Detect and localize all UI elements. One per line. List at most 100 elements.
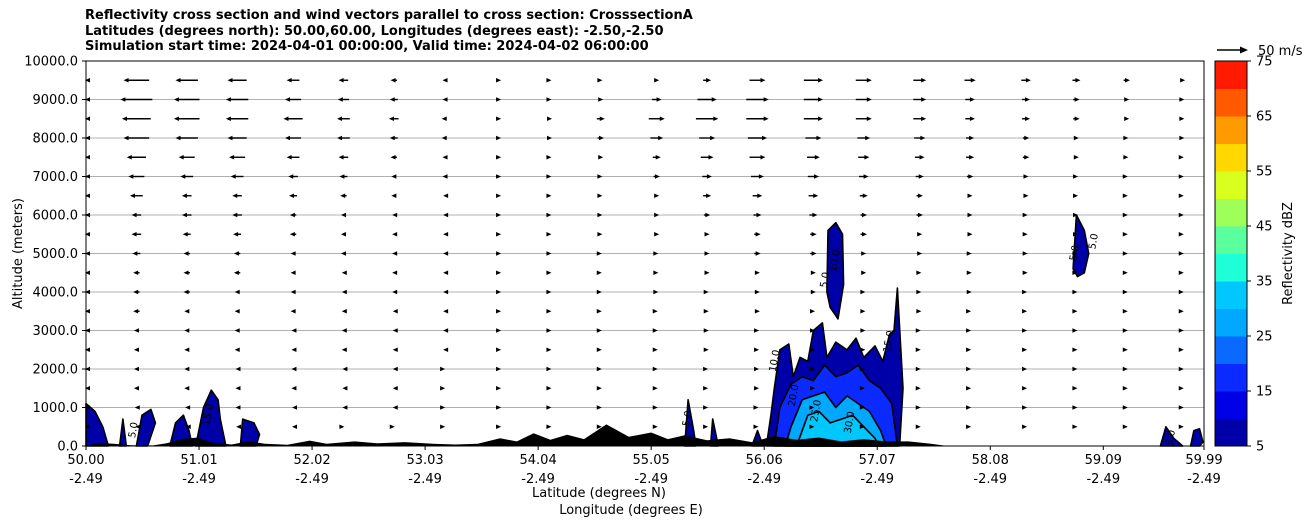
contour-label: 20.0: [787, 384, 802, 408]
wind-vector-head: [292, 405, 298, 410]
y-tick-label: 8000.0: [33, 132, 79, 147]
wind-vector-head: [123, 135, 129, 141]
colorbar-tick-label: 65: [1256, 110, 1273, 125]
wind-vector-head: [915, 424, 921, 429]
wind-vector-head: [1124, 78, 1130, 83]
wind-vector-head: [596, 347, 602, 352]
wind-vector-head: [121, 116, 127, 121]
wind-vector-head: [175, 78, 181, 83]
wind-vector-head: [1122, 366, 1128, 372]
contour-label: 15.0: [202, 403, 217, 427]
wind-vector-head: [654, 174, 660, 179]
wind-vector-head: [389, 135, 395, 141]
wind-vector-head: [290, 270, 296, 275]
wind-vector-head: [966, 347, 972, 352]
reflectivity-contour: [1189, 427, 1204, 447]
wind-vector-head: [392, 251, 398, 256]
wind-vector-head: [763, 97, 769, 102]
wind-vector-head: [920, 135, 926, 141]
wind-vector-head: [235, 386, 241, 391]
wind-vector-head: [392, 232, 398, 237]
wind-vector-head: [916, 289, 922, 295]
x-tick-label-lat: 52.02: [293, 453, 330, 468]
wind-vector-head: [810, 309, 816, 314]
wind-vector-head: [131, 212, 137, 218]
contour-label: 5.0: [681, 410, 695, 428]
wind-vector-head: [596, 424, 602, 429]
wind-vector-head: [967, 212, 973, 218]
wind-vector-head: [754, 347, 760, 352]
wind-vector-head: [233, 251, 239, 256]
wind-vector-head: [391, 174, 397, 179]
wind-vector-head: [1024, 135, 1030, 141]
colorbar-segment: [1215, 418, 1247, 447]
wind-vector-head: [496, 289, 502, 295]
wind-vector-head: [285, 97, 291, 102]
wind-vector-head: [966, 424, 972, 429]
contour-label: 10.0: [828, 249, 843, 273]
reflectivity-contour: [118, 418, 128, 447]
wind-vector-head: [342, 405, 348, 410]
wind-vector-head: [546, 193, 552, 198]
wind-vector-head: [706, 174, 712, 179]
wind-vector-head: [1178, 212, 1184, 218]
quiver-key-arrowhead: [1240, 46, 1248, 54]
wind-vector-head: [443, 232, 449, 237]
wind-vector-head: [754, 270, 760, 275]
wind-vector-head: [1123, 135, 1129, 141]
wind-vector-head: [1178, 270, 1184, 275]
wind-vector-head: [754, 309, 760, 314]
wind-vector-head: [1072, 366, 1078, 372]
colorbar-segment: [1215, 88, 1247, 117]
wind-vector-head: [178, 155, 184, 160]
wind-vector-head: [85, 289, 90, 295]
wind-vector-head: [1022, 212, 1028, 218]
wind-vector-head: [291, 328, 297, 333]
wind-vector-head: [921, 116, 927, 121]
wind-vector-head: [390, 78, 396, 83]
wind-vector-head: [1075, 78, 1081, 83]
wind-vector-head: [120, 97, 126, 102]
wind-vector-head: [340, 232, 346, 237]
wind-vector-head: [1023, 193, 1029, 198]
wind-vector-head: [1073, 232, 1079, 237]
wind-vector-head: [1178, 424, 1184, 429]
wind-vector-head: [546, 270, 552, 275]
contour-label: 5.0: [127, 421, 141, 439]
wind-vector-head: [811, 251, 817, 256]
colorbar-segment: [1215, 116, 1247, 144]
wind-vector-head: [753, 424, 759, 429]
wind-vector-head: [864, 155, 870, 160]
wind-vector-head: [1073, 135, 1079, 141]
wind-vector-head: [1122, 424, 1128, 429]
title-line-1: Reflectivity cross section and wind vect…: [85, 8, 693, 23]
wind-vector-head: [921, 97, 927, 102]
wind-vector-head: [288, 174, 294, 179]
wind-vector-head: [818, 97, 824, 102]
wind-vector-head: [546, 232, 552, 237]
wind-vector-head: [133, 328, 139, 333]
wind-vector-head: [392, 366, 398, 372]
wind-vector-head: [225, 116, 231, 121]
colorbar-tick-label: 35: [1256, 275, 1273, 290]
wind-vector-head: [546, 251, 552, 256]
y-tick-label: 0.0: [57, 440, 78, 455]
contour-label: 30.0: [843, 411, 858, 435]
wind-vector-head: [442, 78, 448, 83]
wind-vector-head: [235, 366, 241, 372]
wind-vector-head: [292, 424, 298, 429]
x-tick-label-lon: -2.49: [295, 472, 329, 487]
contour-label: 5.0: [1087, 233, 1101, 251]
wind-vector-head: [1022, 309, 1028, 314]
wind-vector-head: [392, 328, 398, 333]
wind-vector-head: [291, 347, 297, 352]
x-tick-label-lat: 57.07: [859, 453, 896, 468]
wind-vector-head: [754, 328, 760, 333]
wind-vector-head: [1073, 155, 1079, 160]
wind-vector-head: [861, 251, 867, 256]
wind-vector-head: [710, 135, 716, 141]
y-axis: 0.0 1000.0 2000.0 3000.0 4000.0 5000.0 6000.0 7…: [24, 55, 86, 455]
wind-vector-head: [546, 405, 552, 410]
wind-vector-head: [85, 347, 90, 352]
